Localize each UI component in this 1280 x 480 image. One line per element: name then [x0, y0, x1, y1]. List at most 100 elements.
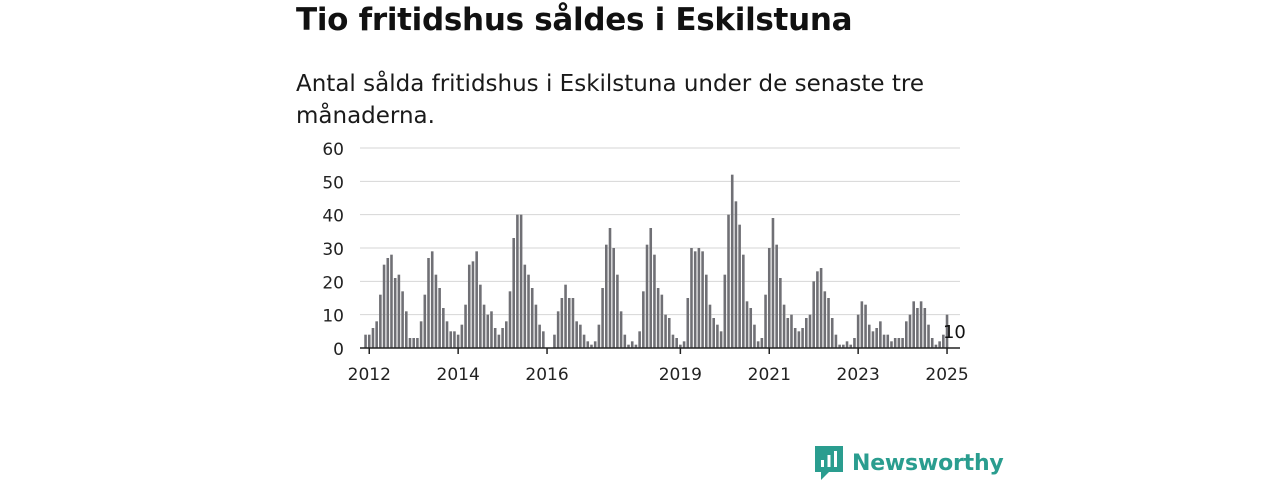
bar	[427, 258, 430, 348]
bar	[453, 331, 456, 348]
bar	[571, 298, 575, 348]
bar	[416, 338, 419, 348]
bar	[408, 338, 412, 348]
newsworthy-logo: Newsworthy	[815, 446, 1004, 480]
bar	[516, 214, 519, 348]
bar	[486, 314, 490, 348]
bar	[675, 338, 678, 348]
bar	[812, 281, 815, 348]
x-tick-label: 2016	[525, 365, 568, 385]
bar	[853, 338, 856, 348]
x-tick-label: 2021	[748, 365, 791, 385]
bar	[493, 328, 497, 348]
bar	[401, 291, 404, 348]
bar	[393, 278, 397, 348]
bar	[512, 238, 515, 348]
bar	[912, 301, 915, 348]
chart-title: Tio fritidshus såldes i Eskilstuna	[296, 2, 853, 38]
bar	[742, 254, 745, 348]
bar	[856, 314, 860, 348]
bar	[575, 321, 578, 348]
y-axis-ticks: 0 10 20 30 40 50 60	[322, 140, 344, 360]
bar	[719, 331, 723, 348]
bar	[712, 318, 715, 348]
x-tick-label: 2019	[659, 365, 702, 385]
bar	[519, 214, 523, 348]
bar	[697, 248, 701, 348]
bar	[456, 334, 460, 348]
bar	[423, 294, 427, 348]
bar	[367, 334, 371, 348]
y-tick-label: 20	[322, 273, 344, 293]
x-axis-ticks: 2012 2014 2016 2019 2021 2023 2025	[348, 348, 969, 385]
bar	[379, 294, 382, 348]
bar	[764, 294, 767, 348]
bar	[434, 274, 438, 348]
bar	[471, 261, 475, 348]
bar	[553, 334, 556, 348]
bar	[745, 301, 749, 348]
bar	[667, 318, 671, 348]
bar	[412, 338, 415, 348]
bar	[823, 291, 827, 348]
bar	[779, 278, 782, 348]
bar	[693, 251, 697, 348]
bar	[490, 311, 493, 348]
bar	[430, 251, 434, 348]
x-tick-label: 2012	[348, 365, 391, 385]
bar	[938, 341, 941, 348]
bar	[827, 298, 830, 348]
bar	[405, 311, 408, 348]
newsworthy-chart-bubble-icon	[815, 446, 843, 480]
bar	[382, 264, 386, 348]
bar	[716, 324, 719, 348]
bar	[634, 344, 638, 348]
bar	[608, 228, 612, 348]
brand-name: Newsworthy	[852, 450, 1004, 476]
bar	[523, 264, 527, 348]
bar	[708, 304, 712, 348]
bar	[508, 291, 512, 348]
bar	[838, 344, 841, 348]
bar	[582, 334, 586, 348]
bar	[782, 304, 786, 348]
bar	[530, 288, 534, 348]
bar	[730, 174, 734, 348]
bar	[497, 334, 501, 348]
bar	[834, 334, 838, 348]
bar	[642, 291, 645, 348]
bar	[538, 324, 541, 348]
bar	[527, 274, 530, 348]
bar	[482, 304, 486, 348]
bar	[619, 311, 623, 348]
bar	[627, 344, 630, 348]
bar	[875, 328, 878, 348]
bar	[564, 284, 567, 348]
bar	[793, 328, 797, 348]
bars	[364, 174, 949, 348]
bar	[942, 334, 945, 348]
bar	[612, 248, 615, 348]
bar	[749, 308, 753, 348]
bar	[860, 301, 864, 348]
y-tick-label: 40	[322, 207, 344, 227]
bar	[690, 248, 693, 348]
bar	[375, 321, 378, 348]
bar	[475, 251, 478, 348]
bar	[445, 321, 449, 348]
bar	[756, 341, 760, 348]
bar	[560, 298, 564, 348]
bar	[645, 244, 649, 348]
grid-lines	[360, 147, 960, 316]
bar	[464, 304, 467, 348]
highlight-value-label: 10	[943, 322, 966, 343]
bar	[808, 314, 812, 348]
bar	[830, 318, 834, 348]
bar	[593, 341, 597, 348]
bar	[882, 334, 886, 348]
bar	[845, 341, 849, 348]
bar	[760, 338, 764, 348]
bar	[923, 308, 927, 348]
bar	[734, 201, 738, 348]
bar	[919, 301, 923, 348]
